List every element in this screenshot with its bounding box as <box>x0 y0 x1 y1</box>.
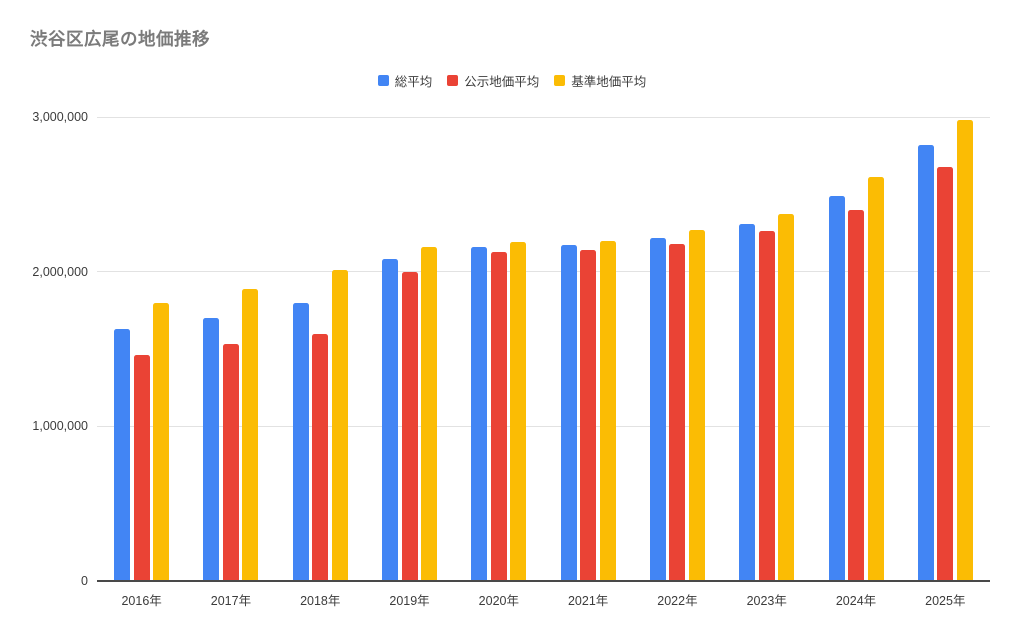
bar-group-2019年: 2019年 <box>365 117 454 608</box>
x-tick-label: 2017年 <box>210 594 252 608</box>
x-tick-label: 2019年 <box>389 594 430 608</box>
bar-公示地価平均-2024年[interactable] <box>848 209 865 581</box>
y-tick-label: 2,000,000 <box>32 264 88 279</box>
bar-基準地価平均-2021年[interactable] <box>599 240 616 581</box>
bar-公示地価平均-2022年[interactable] <box>669 243 686 581</box>
x-tick-label: 2021年 <box>567 594 609 608</box>
x-tick-label: 2024年 <box>835 594 877 608</box>
gridline <box>97 116 990 118</box>
y-tick-label: 3,000,000 <box>32 110 88 124</box>
bar-基準地価平均-2017年[interactable] <box>242 288 259 581</box>
bar-group-2022年: 2022年 <box>633 117 722 608</box>
legend-label: 総平均 <box>394 75 433 89</box>
bar-総平均-2022年[interactable] <box>649 237 666 581</box>
x-tick-label: 2023年 <box>746 594 787 608</box>
bar-公示地価平均-2016年[interactable] <box>133 355 150 581</box>
gridline <box>97 425 990 427</box>
bar-group-2023年: 2023年 <box>722 117 811 608</box>
legend-swatch-blue-icon <box>377 75 389 86</box>
bar-公示地価平均-2025年[interactable] <box>937 166 954 581</box>
legend-label: 基準地価平均 <box>571 75 647 89</box>
bar-groups: 2016年 2017年 2018年 2019年 2020年 2021年 2022年 2023年… <box>97 117 990 608</box>
bar-総平均-2025年[interactable] <box>917 144 934 581</box>
bar-総平均-2023年[interactable] <box>739 223 756 581</box>
bar-公示地価平均-2020年[interactable] <box>490 251 507 581</box>
bar-基準地価平均-2024年[interactable] <box>867 177 884 581</box>
y-tick-label: 0 <box>81 574 88 588</box>
y-tick-label: 1,000,000 <box>32 419 88 434</box>
bar-group-2021年: 2021年 <box>543 117 632 608</box>
bar-基準地価平均-2025年[interactable] <box>956 120 973 581</box>
bar-基準地価平均-2019年[interactable] <box>421 246 438 581</box>
gridline <box>97 271 990 273</box>
legend-item-sou-heikin[interactable]: 総平均 <box>377 71 433 90</box>
bar-group-2024年: 2024年 <box>811 117 900 608</box>
bar-総平均-2016年[interactable] <box>114 328 131 581</box>
bar-基準地価平均-2022年[interactable] <box>688 229 705 581</box>
bar-group-2020年: 2020年 <box>454 117 543 608</box>
bar-公示地価平均-2019年[interactable] <box>401 271 418 581</box>
bar-総平均-2024年[interactable] <box>828 195 845 581</box>
bar-group-2018年: 2018年 <box>276 117 365 608</box>
bar-group-2017年: 2017年 <box>186 117 275 608</box>
x-tick-label: 2022年 <box>657 594 698 608</box>
legend-swatch-yellow-icon <box>554 75 566 86</box>
chart-title: 渋谷区広尾の地価推移 <box>30 29 210 49</box>
bar-基準地価平均-2016年[interactable] <box>153 302 170 581</box>
x-axis-baseline <box>97 580 990 582</box>
bar-group-2025年: 2025年 <box>901 117 990 608</box>
bar-公示地価平均-2021年[interactable] <box>580 250 597 581</box>
bar-基準地価平均-2020年[interactable] <box>510 242 527 581</box>
bar-公示地価平均-2018年[interactable] <box>312 333 329 581</box>
bar-総平均-2021年[interactable] <box>560 245 577 581</box>
x-tick-label: 2025年 <box>925 594 966 608</box>
bar-group-2016年: 2016年 <box>97 117 186 608</box>
legend-label: 公示地価平均 <box>464 75 540 89</box>
bar-基準地価平均-2018年[interactable] <box>331 270 348 581</box>
legend-item-kijun-chika-heikin[interactable]: 基準地価平均 <box>554 71 646 90</box>
legend: 総平均 公示地価平均 基準地価平均 <box>0 71 1024 90</box>
bar-総平均-2018年[interactable] <box>292 302 309 581</box>
plot-area: 2016年 2017年 2018年 2019年 2020年 2021年 2022年 2023年… <box>97 116 990 608</box>
x-tick-label: 2020年 <box>478 594 519 608</box>
y-axis-labels: 0 1,000,000 2,000,000 3,000,000 <box>0 110 88 588</box>
bar-公示地価平均-2017年[interactable] <box>222 344 239 581</box>
bar-総平均-2017年[interactable] <box>203 318 220 581</box>
x-tick-label: 2018年 <box>300 594 341 608</box>
legend-item-koji-chika-heikin[interactable]: 公示地価平均 <box>447 71 539 90</box>
bar-総平均-2019年[interactable] <box>382 259 399 581</box>
x-tick-label: 2016年 <box>121 594 162 608</box>
bar-総平均-2020年[interactable] <box>471 246 488 581</box>
bar-基準地価平均-2023年[interactable] <box>778 214 795 581</box>
bar-公示地価平均-2023年[interactable] <box>758 231 775 581</box>
legend-swatch-red-icon <box>447 75 459 86</box>
